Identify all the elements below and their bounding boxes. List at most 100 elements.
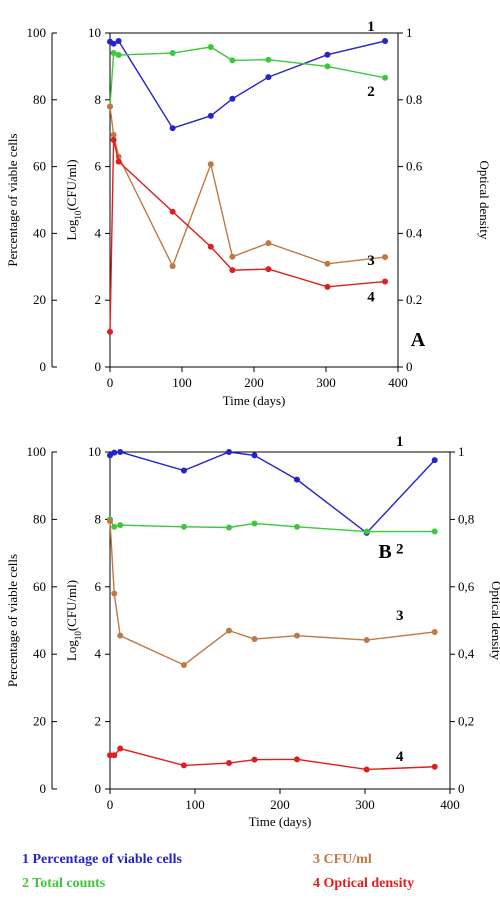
series-2-point [180, 523, 187, 530]
left-axis-title: Percentage of viable cells [5, 133, 20, 266]
legend-item-1: 1 Percentage of viable cells [22, 852, 182, 867]
inner-tick-label: 10 [88, 25, 101, 40]
inner-tick-label: 6 [95, 579, 102, 594]
series-2-point [111, 523, 118, 530]
series-2-number: 2 [367, 84, 375, 100]
series-2-point [431, 528, 438, 535]
x-tick-label: 200 [270, 797, 290, 812]
inner-tick-label: 2 [95, 292, 102, 307]
left-tick-label: 20 [33, 292, 46, 307]
left-tick-label: 20 [33, 714, 46, 729]
series-2-point [229, 57, 236, 64]
series-3-point [363, 637, 370, 644]
left-tick-label: 60 [33, 159, 46, 174]
x-tick-label: 200 [244, 375, 264, 390]
series-1-point [180, 467, 187, 474]
left-tick-label: 40 [33, 225, 46, 240]
series-3-number: 3 [367, 253, 375, 269]
right-tick-label: 1 [406, 25, 413, 40]
series-3-point [382, 254, 389, 261]
series-4-line [110, 747, 435, 771]
inner-tick-label: 6 [95, 159, 102, 174]
series-2-point [207, 44, 214, 51]
series-2-point [251, 520, 258, 527]
series-4-point [265, 266, 272, 273]
series-4-point [107, 752, 113, 759]
series-4-point [226, 760, 232, 767]
series-2-number: 2 [396, 542, 404, 558]
x-tick-label: 0 [107, 375, 114, 390]
legend-item-3: 3 CFU/ml [313, 852, 372, 867]
series-2-point [324, 63, 331, 70]
legend-text: CFU/ml [324, 852, 372, 867]
inner-tick-label: 8 [95, 92, 102, 107]
series-1-point [251, 452, 258, 459]
left-tick-label: 0 [40, 359, 47, 374]
series-2-point [117, 522, 124, 529]
left-tick-label: 80 [33, 511, 46, 526]
right-tick-label: 0.4 [406, 225, 423, 240]
left-axis-title: Percentage of viable cells [5, 554, 20, 687]
right-tick-label: 1 [458, 444, 465, 459]
series-3-point [111, 590, 118, 597]
series-1-point [382, 38, 389, 45]
series-1-point [115, 38, 122, 45]
series-1-point [110, 40, 117, 47]
series-2-point [382, 74, 389, 81]
series-1-point [265, 74, 272, 81]
x-tick-label: 400 [440, 797, 460, 812]
series-3-point [110, 131, 117, 138]
legend-number: 4 [313, 876, 324, 891]
series-2-point [110, 50, 117, 57]
series-4-point [169, 208, 176, 215]
left-tick-label: 100 [27, 25, 47, 40]
series-3-point [229, 253, 236, 260]
inner-tick-label: 4 [95, 225, 102, 240]
series-3-point [294, 632, 300, 639]
series-2-line [109, 519, 435, 533]
series-3-point [207, 161, 214, 168]
inner-tick-label: 10 [88, 444, 101, 459]
series-4-point [382, 278, 389, 285]
right-tick-label: 0.6 [406, 159, 423, 174]
series-4-point [117, 745, 124, 752]
right-tick-label: 0,8 [458, 511, 474, 526]
right-tick-label: 0.8 [406, 92, 422, 107]
series-3-point [226, 627, 232, 634]
right-axis-title: Optical density [477, 160, 492, 240]
series-3-point [324, 260, 331, 267]
inner-tick-label: 2 [95, 714, 102, 729]
series-2-point [115, 52, 122, 59]
series-1-point [117, 449, 124, 455]
legend-item-2: 2 Total counts [22, 876, 106, 891]
inner-tick-label: 4 [95, 646, 102, 661]
series-3-point [431, 628, 438, 635]
series-2-line [109, 46, 386, 107]
legend-text: Optical density [324, 876, 415, 891]
inner-axis-title: Log10(CFU/ml) [64, 580, 83, 661]
series-1-point [431, 457, 438, 464]
series-4-point [180, 762, 187, 769]
x-tick-label: 400 [388, 375, 408, 390]
series-4-point [207, 243, 214, 250]
series-4-number: 4 [396, 749, 404, 765]
series-3-point [169, 263, 176, 270]
legend-text: Percentage of viable cells [33, 852, 183, 867]
x-axis-title: Time (days) [223, 393, 286, 408]
x-tick-label: 100 [172, 375, 192, 390]
series-1-point [324, 51, 331, 58]
series-3-point [107, 103, 113, 110]
series-3-point [107, 518, 113, 525]
right-tick-label: 0,4 [458, 646, 475, 661]
series-1-number: 1 [367, 19, 375, 35]
x-tick-label: 300 [316, 375, 336, 390]
inner-tick-label: 0 [95, 359, 102, 374]
inner-tick-label: 8 [95, 511, 102, 526]
series-3-point [265, 240, 272, 247]
series-1-point [229, 95, 236, 102]
right-tick-label: 0 [458, 781, 465, 796]
left-tick-label: 60 [33, 579, 46, 594]
series-3-number: 3 [396, 608, 404, 624]
